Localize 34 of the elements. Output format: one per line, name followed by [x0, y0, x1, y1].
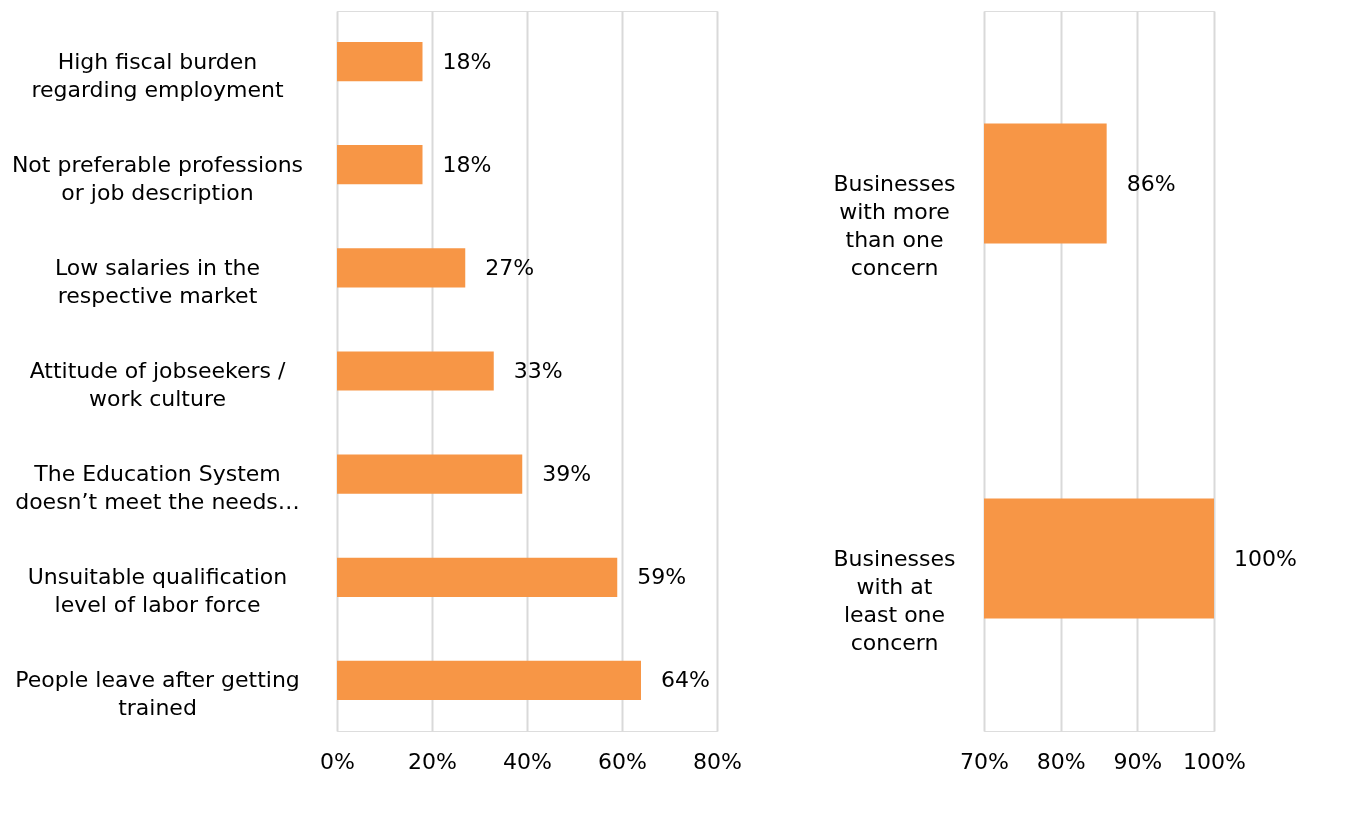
bar [337, 660, 641, 701]
x-tick-label: 40% [503, 748, 552, 774]
data-label: 18% [442, 151, 492, 177]
x-tick-label: 80% [693, 748, 742, 774]
bar [337, 454, 523, 494]
data-label: 27% [485, 254, 535, 280]
data-label: 86% [1126, 170, 1176, 196]
data-label: 59% [637, 564, 687, 590]
bar [337, 351, 494, 391]
bar [337, 145, 423, 185]
y-tick-label: The Education System doesn’t meet the needs… [15, 461, 300, 515]
y-tick-label: People leave after getting trained [15, 667, 300, 721]
data-label: 33% [513, 358, 563, 383]
y-tick-label: Not preferable professions or job description [11, 151, 304, 205]
bar [337, 248, 466, 288]
y-tick-label: Businesses with at least one concern [833, 545, 956, 655]
x-tick-label: 100% [1183, 748, 1246, 774]
bar [337, 41, 423, 82]
y-tick-label: High fiscal burden regarding employment [31, 48, 284, 102]
x-tick-label: 20% [408, 748, 457, 774]
y-tick-label: Businesses with more than one concern [833, 170, 956, 280]
y-tick-label: Low salaries in the respective market [54, 254, 261, 308]
bar [337, 557, 618, 597]
y-tick-label: Unsuitable qualification level of labor force [27, 564, 288, 618]
x-tick-label: 70% [960, 748, 1009, 774]
data-label: 64% [661, 667, 710, 693]
x-tick-label: 60% [598, 748, 647, 774]
data-label: 100% [1234, 545, 1297, 571]
x-tick-label: 80% [1036, 748, 1086, 774]
y-tick-label: Attitude of jobseekers / work culture [29, 358, 286, 411]
data-label: 18% [442, 48, 492, 74]
x-tick-label: 90% [1113, 748, 1163, 774]
x-tick-label: 0% [320, 748, 355, 774]
data-label: 39% [542, 461, 592, 487]
